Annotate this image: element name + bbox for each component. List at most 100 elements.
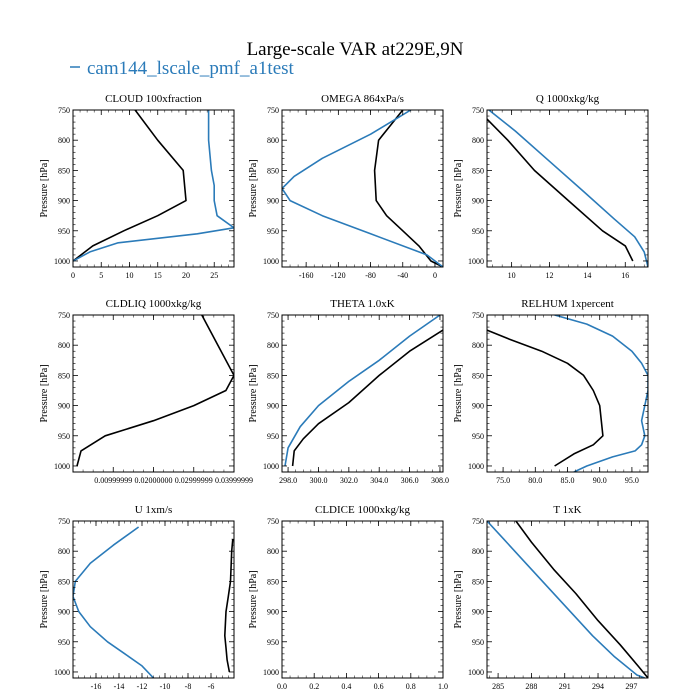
y-tick-label: 750 — [267, 106, 279, 115]
y-tick-label: 900 — [58, 402, 70, 411]
y-tick-label: 1000 — [468, 462, 484, 471]
panel-title: OMEGA 864xPa/s — [321, 93, 404, 105]
y-tick-label: 1000 — [54, 462, 70, 471]
chart-panel-2: OMEGA 864xPa/s Pressure [hPa] 750 800 850 900… — [248, 93, 444, 280]
plot-frame — [486, 520, 649, 679]
x-tick-label: 297 — [625, 682, 637, 691]
y-tick-label: 950 — [267, 227, 279, 236]
x-tick-label: 291 — [559, 682, 571, 691]
plot-frame — [281, 520, 444, 679]
series-group — [282, 110, 443, 267]
series-line-b — [282, 110, 443, 267]
panel-title: THETA 1.0xK — [330, 298, 395, 310]
y-tick-label: 850 — [472, 166, 484, 175]
series-line-b — [487, 521, 645, 678]
chart-panel-5: THETA 1.0xK Pressure [hPa] 750 800 850 900 950… — [248, 298, 449, 485]
x-tick-label: 10 — [125, 271, 133, 280]
y-tick-label: 800 — [58, 136, 70, 145]
y-tick-label: 750 — [58, 106, 70, 115]
y-tick-label: 800 — [267, 136, 279, 145]
series-line-a — [515, 521, 648, 678]
series-group — [73, 526, 234, 678]
y-tick-label: 900 — [267, 608, 279, 617]
y-tick-label: 800 — [267, 547, 279, 556]
x-tick-label: -12 — [137, 682, 148, 691]
x-tick-label: 0.4 — [341, 682, 351, 691]
x-tick-label: 0.8 — [406, 682, 416, 691]
y-tick-label: 750 — [472, 311, 484, 320]
x-tick-label: 12 — [546, 271, 554, 280]
x-tick-label: 1.0 — [438, 682, 448, 691]
y-tick-label: 900 — [58, 608, 70, 617]
plot-frame — [486, 109, 649, 268]
plot-frame — [281, 314, 444, 473]
x-tick-label: 0 — [433, 271, 437, 280]
y-axis-label: Pressure [hPa] — [39, 159, 50, 217]
chart-panel-9: T 1xK Pressure [hPa] 750 800 850 900 950 1000 28… — [453, 504, 649, 691]
x-tick-label: 95.0 — [625, 476, 639, 485]
y-tick-label: 850 — [472, 577, 484, 586]
x-tick-label: 90.0 — [593, 476, 607, 485]
x-tick-label: -8 — [185, 682, 192, 691]
y-axis-label: Pressure [hPa] — [39, 364, 50, 422]
panel-title: U 1xm/s — [135, 504, 173, 516]
panel-title: T 1xK — [553, 504, 581, 516]
plot-frame — [281, 109, 444, 268]
series-line-a — [487, 118, 634, 262]
y-axis-label: Pressure [hPa] — [453, 364, 464, 422]
x-tick-label: -120 — [331, 271, 346, 280]
series-line-b — [73, 526, 155, 678]
x-tick-label: 294 — [592, 682, 604, 691]
x-tick-label: 0.02999999 — [175, 476, 213, 485]
series-group — [73, 110, 234, 262]
chart-panel-6: RELHUM 1xpercent Pressure [hPa] 750 800 850 9… — [453, 298, 649, 485]
y-tick-label: 850 — [472, 371, 484, 380]
plot-frame — [72, 520, 235, 679]
y-tick-label: 900 — [267, 402, 279, 411]
series-line-a — [291, 329, 443, 467]
series-line-b — [284, 315, 441, 467]
x-tick-label: -14 — [114, 682, 125, 691]
x-tick-label: 285 — [492, 682, 504, 691]
series-group — [487, 315, 648, 472]
y-tick-label: 1000 — [263, 462, 279, 471]
y-tick-label: 900 — [58, 197, 70, 206]
plot-frame — [72, 314, 235, 473]
x-tick-label: 308.0 — [431, 476, 449, 485]
y-tick-label: 1000 — [54, 257, 70, 266]
y-tick-label: 950 — [58, 638, 70, 647]
x-tick-label: 10 — [508, 271, 516, 280]
y-tick-label: 900 — [472, 197, 484, 206]
panels: CLOUD 100xfraction Pressure [hPa] 750 800 85… — [39, 93, 649, 691]
y-tick-label: 800 — [472, 547, 484, 556]
x-tick-label: -160 — [299, 271, 314, 280]
x-tick-label: -6 — [208, 682, 215, 691]
panel-title: RELHUM 1xpercent — [521, 298, 614, 310]
x-tick-label: 306.0 — [401, 476, 419, 485]
x-tick-label: -10 — [160, 682, 171, 691]
panel-title: CLDICE 1000xkg/kg — [315, 504, 411, 516]
y-tick-label: 950 — [58, 432, 70, 441]
series-line-a — [487, 329, 604, 467]
x-tick-label: 75.0 — [496, 476, 510, 485]
series-line-b — [554, 315, 648, 472]
x-tick-label: 14 — [583, 271, 591, 280]
x-tick-label: 0.0 — [277, 682, 287, 691]
y-axis-label: Pressure [hPa] — [248, 364, 259, 422]
y-tick-label: 850 — [58, 577, 70, 586]
y-tick-label: 1000 — [468, 257, 484, 266]
chart-panel-1: CLOUD 100xfraction Pressure [hPa] 750 800 85… — [39, 93, 235, 280]
y-axis-label: Pressure [hPa] — [39, 570, 50, 628]
x-tick-label: 0.03999999 — [215, 476, 253, 485]
x-tick-label: 15 — [154, 271, 162, 280]
figure-title: Large-scale VAR at229E,9N — [247, 39, 464, 60]
y-tick-label: 950 — [472, 638, 484, 647]
y-tick-label: 750 — [58, 311, 70, 320]
chart-panel-4: CLDLIQ 1000xkg/kg Pressure [hPa] 750 800 850… — [39, 298, 253, 485]
y-tick-label: 850 — [267, 577, 279, 586]
x-tick-label: 5 — [99, 271, 103, 280]
y-axis-label: Pressure [hPa] — [248, 570, 259, 628]
x-tick-label: -16 — [91, 682, 102, 691]
y-tick-label: 900 — [472, 608, 484, 617]
x-tick-label: 0.02000000 — [135, 476, 173, 485]
